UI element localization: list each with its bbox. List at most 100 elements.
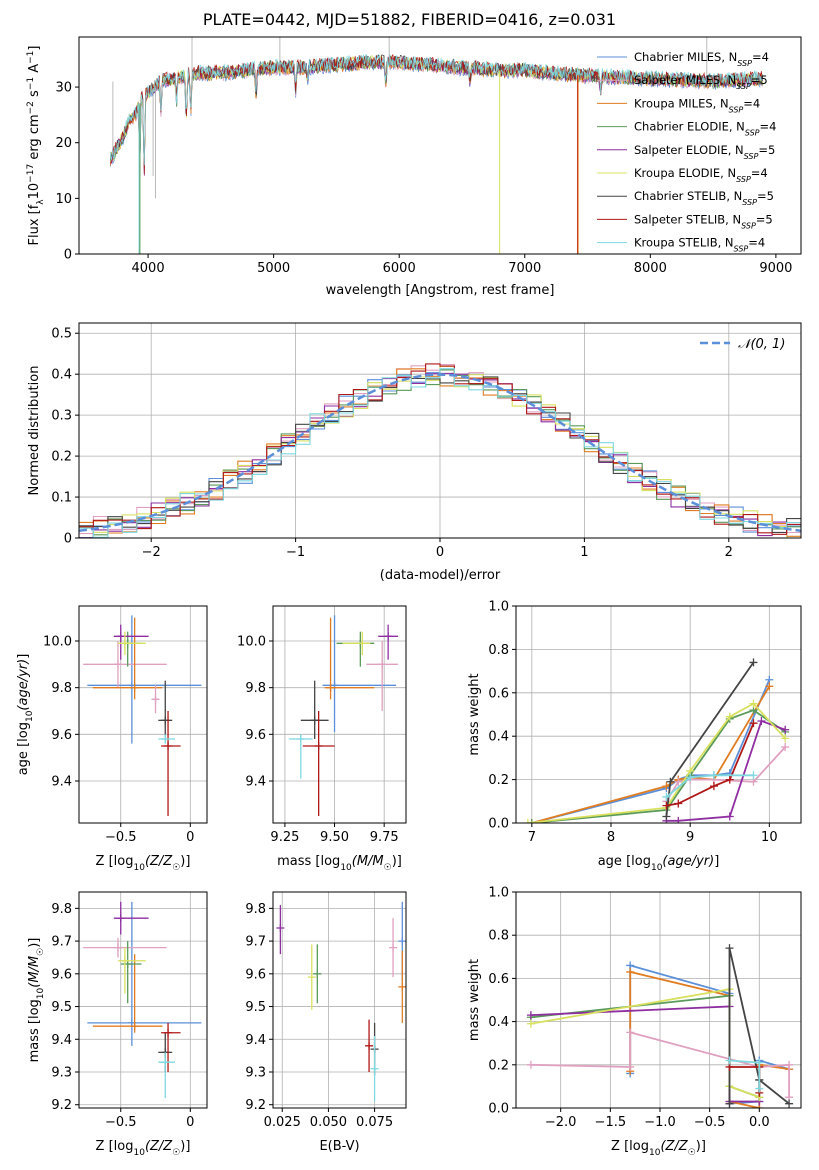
data-point — [116, 914, 125, 923]
figure-title: PLATE=0442, MJD=51882, FIBERID=0416, z=0… — [202, 10, 617, 29]
data-point — [785, 1060, 794, 1069]
label-part: age [log — [598, 854, 651, 869]
y-tick-label: 9.8 — [51, 681, 72, 696]
data-point — [161, 1058, 170, 1067]
y-tick-label: 9.7 — [51, 935, 72, 950]
y-tick-label: 9.4 — [245, 1033, 266, 1048]
x-tick-label: 9000 — [759, 261, 792, 276]
y-tick-label: 0 — [64, 532, 72, 547]
data-point — [666, 777, 675, 786]
data-point — [709, 771, 718, 780]
x-tick-label: 0.0 — [749, 1115, 770, 1130]
data-point — [526, 1011, 535, 1020]
label-part: mass [log — [277, 854, 340, 869]
legend-text: =5 — [758, 143, 775, 157]
data-point — [276, 924, 285, 932]
label-subscript: 10 — [36, 987, 46, 999]
label-part: ] — [27, 46, 42, 51]
x-tick-label: −0.5 — [694, 1115, 726, 1130]
data-point — [757, 717, 766, 726]
legend-text: =4 — [751, 166, 768, 180]
y-tick-label: 0.4 — [51, 368, 72, 383]
x-tick-label: 6000 — [383, 261, 416, 276]
x-tick-label: −2.0 — [545, 1115, 577, 1130]
x-tick-label: 7000 — [508, 261, 541, 276]
label-part: Z [log — [96, 1139, 134, 1154]
data-point — [749, 699, 758, 708]
legend-text: Chabrier MILES, N — [634, 50, 737, 64]
panel-weights_vs_z: −2.0 −1.5 −1.0 −0.5 0.0 0.0 0.2 0.4 0.6 0.8 1.0 mas… — [467, 886, 802, 1130]
legend-text: =4 — [743, 96, 760, 110]
y-axis-label: age [log10(age/yr)] — [16, 654, 35, 776]
data-point — [709, 782, 718, 791]
legend-text: Salpeter ELODIE, N — [634, 143, 744, 157]
panel-residuals: −2 −1 0 1 2 0 0.1 0.2 0.3 0.4 0.5 (data-model)/erro… — [27, 322, 802, 583]
label-subscript: 10 — [340, 863, 352, 873]
y-tick-label: 20 — [55, 136, 72, 151]
x-axis-label: wavelength [Angstrom, rest frame] — [326, 283, 555, 298]
y-tick-label: 9.8 — [245, 902, 266, 917]
data-point — [389, 943, 398, 952]
y-tick-label: 10.0 — [43, 635, 72, 650]
series-line — [527, 702, 786, 823]
normal-curve — [79, 373, 801, 533]
data-point — [326, 683, 335, 692]
x-tick-label: 0 — [186, 830, 194, 845]
legend-subscript: SSP — [737, 59, 752, 68]
y-tick-label: 0.6 — [488, 972, 509, 987]
label-subscript: 10 — [133, 863, 145, 873]
x-tick-label: 0 — [436, 545, 444, 560]
plot-area — [523, 658, 790, 823]
data-point — [686, 773, 695, 782]
legend-entry: Chabrier ELODIE, NSSP=4 — [634, 120, 776, 138]
data-point — [749, 658, 758, 667]
data-point — [781, 734, 790, 743]
data-point — [781, 725, 790, 734]
data-point — [526, 1060, 535, 1069]
data-point — [749, 719, 758, 728]
series-line — [728, 948, 790, 1105]
panel-mass_vs_age: 9.25 9.50 9.75 9.4 9.6 9.8 10.0 — [237, 605, 407, 845]
y-axis-label: Flux [fλ10−17 erg cm−2 s−1 A−1] — [26, 46, 46, 246]
y-tick-label: 0.4 — [488, 730, 509, 745]
legend-subscript: SSP — [736, 82, 751, 91]
y-tick-label: 9.2 — [245, 1098, 266, 1113]
label-part: (Z/Z — [145, 854, 173, 869]
y-tick-label: 1.0 — [488, 886, 509, 901]
y-tick-label: 10.0 — [237, 635, 266, 650]
data-point — [725, 1099, 734, 1108]
label-part: (M/M — [27, 956, 42, 988]
data-point — [526, 1019, 535, 1028]
x-tick-label: 8 — [607, 830, 615, 845]
legend-text: Chabrier STELIB, N — [634, 189, 742, 203]
y-tick-label: 9.3 — [245, 1066, 266, 1081]
y-tick-label: 0 — [64, 248, 72, 263]
legend-text: Salpeter MILES, N — [634, 73, 736, 87]
y-tick-label: 0.4 — [488, 1015, 509, 1030]
label-subscript: 10 — [133, 1148, 145, 1158]
label-subscript: ☉ — [172, 863, 180, 873]
label-superscript: −17 — [26, 164, 36, 183]
x-axis-label: E(B-V) — [319, 1139, 359, 1154]
data-point — [725, 812, 734, 821]
y-tick-label: 0.2 — [51, 450, 72, 465]
y-tick-label: 9.6 — [51, 728, 72, 743]
legend-text: Kroupa STELIB, N — [634, 236, 734, 250]
x-tick-label: 0.050 — [310, 1115, 347, 1130]
legend-subscript: SSP — [736, 175, 751, 184]
plot-area — [110, 37, 764, 254]
label-part: (M/M — [352, 854, 384, 869]
label-superscript: −1 — [26, 51, 36, 64]
axes-frame — [515, 605, 802, 824]
x-axis-label: mass [log10(M/M☉)] — [277, 854, 402, 873]
data-point — [310, 716, 319, 725]
legend-text: =4 — [760, 120, 777, 134]
y-tick-label: 0.2 — [488, 773, 509, 788]
label-part: )] — [696, 1139, 706, 1154]
x-axis-label: (data-model)/error — [380, 568, 501, 583]
label-part: )] — [392, 854, 402, 869]
y-tick-label: 0.3 — [51, 409, 72, 424]
data-point — [384, 632, 393, 641]
x-axis-label: Z [log10(Z/Z☉)] — [611, 1139, 706, 1158]
